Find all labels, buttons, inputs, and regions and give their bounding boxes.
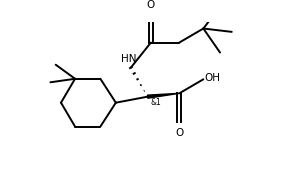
Text: HN: HN	[121, 54, 137, 64]
Text: O: O	[147, 0, 155, 10]
Text: O: O	[175, 128, 184, 138]
Text: OH: OH	[204, 73, 220, 83]
Text: &1: &1	[150, 98, 161, 108]
Polygon shape	[147, 93, 179, 98]
